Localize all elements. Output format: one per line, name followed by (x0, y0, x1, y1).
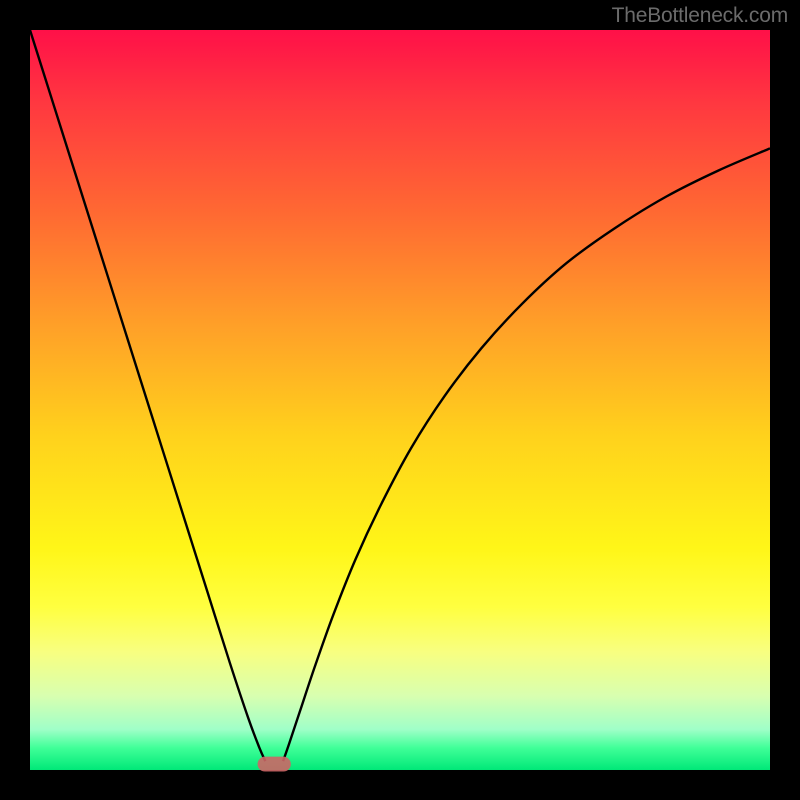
marker-pill (258, 757, 291, 772)
plot-background (30, 30, 770, 770)
marker-group (258, 757, 291, 772)
watermark-text: TheBottleneck.com (612, 4, 788, 28)
chart-container: TheBottleneck.com (0, 0, 800, 800)
chart-svg (0, 0, 800, 800)
